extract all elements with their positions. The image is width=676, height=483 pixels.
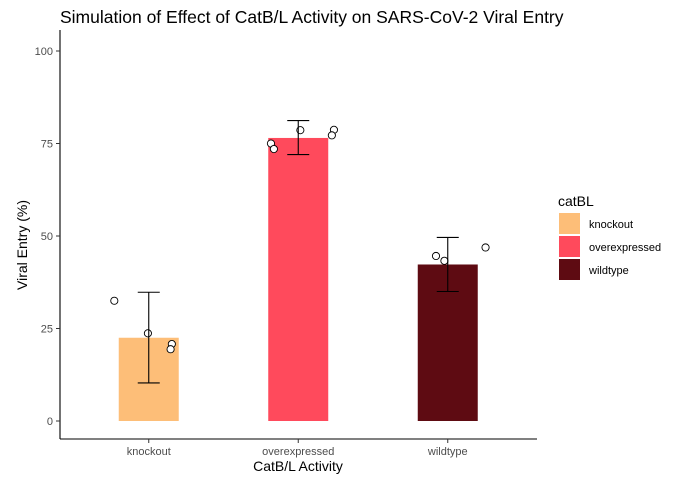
legend-key-knockout [559,213,580,234]
data-point-overexpressed [327,131,336,140]
error-bar-knockout [137,291,160,384]
data-point-knockout [143,329,152,338]
chart-title: Simulation of Effect of CatB/L Activity … [60,7,564,27]
y-tick-label: 75 [41,139,53,151]
legend-label-overexpressed: overexpressed [589,242,661,254]
legend-key-wildtype [559,259,580,280]
bar-overexpressed [268,137,329,421]
x-tick-label: wildtype [427,446,468,458]
legend-title: catBL [558,193,594,209]
legend: catBL knockout overexpressed wildtype [558,193,661,280]
data-point-wildtype [440,256,449,265]
y-tick-label: 0 [47,416,53,428]
legend-label-wildtype: wildtype [588,265,629,277]
legend-label-knockout: knockout [589,219,633,231]
data-point-knockout [166,345,175,354]
x-tick-label: knockout [127,446,171,458]
y-tick-label: 25 [41,324,53,336]
error-bar-wildtype [436,236,459,293]
data-point-wildtype [431,251,441,261]
y-tick-label: 100 [35,46,53,58]
error-bar-overexpressed [287,120,310,156]
data-point-wildtype [481,243,490,252]
x-tick-label: overexpressed [262,446,334,458]
y-axis-title: Viral Entry (%) [14,200,30,290]
legend-key-overexpressed [559,236,580,257]
data-point-knockout [110,296,119,305]
data-point-overexpressed [269,144,278,154]
y-tick-label: 50 [41,231,53,243]
x-axis-title: CatB/L Activity [253,458,343,474]
plot-area: 0 25 50 75 100 knockout overexpressed wildtype [35,30,537,458]
